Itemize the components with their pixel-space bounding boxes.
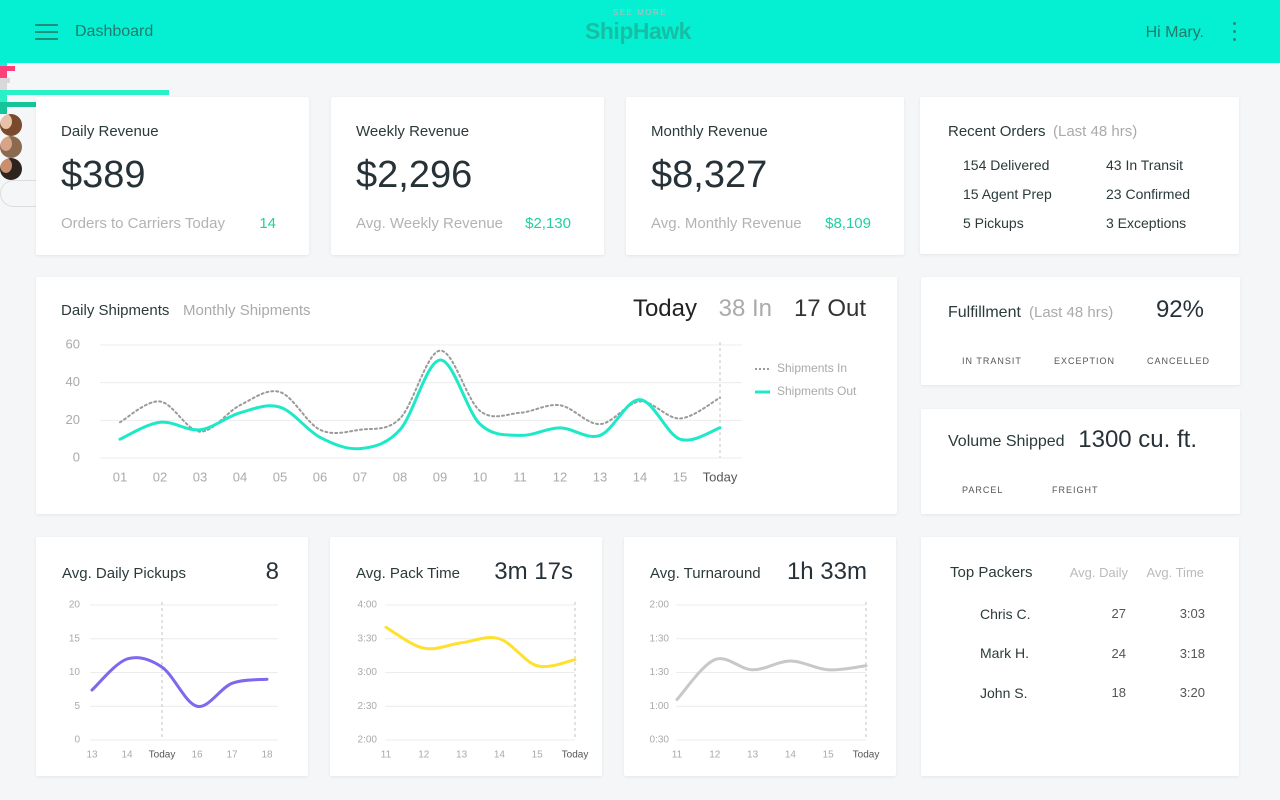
packer-time: 3:18	[1179, 645, 1205, 661]
more-dot	[1233, 30, 1236, 33]
revenue-sub-value: $2,130	[525, 215, 571, 232]
column-header: Avg. Daily	[1069, 565, 1128, 581]
volume-value: 1300 cu. ft.	[1078, 425, 1197, 453]
card-note: (Last 48 hrs)	[1053, 123, 1138, 140]
revenue-value: $2,296	[356, 154, 473, 197]
avatar-face	[0, 158, 12, 173]
chart-headline: 1h 33m	[786, 557, 867, 585]
avatar-face	[0, 136, 12, 151]
status-label: 15 Agent Prep	[963, 185, 1052, 202]
logo: ShipHawk	[585, 18, 691, 45]
avatar	[0, 136, 22, 158]
revenue-sub-value: $8,109	[825, 215, 871, 232]
page-title: Dashboard	[75, 23, 154, 41]
packer-name: Mark H.	[980, 645, 1029, 662]
status-label: 23 Confirmed	[1106, 185, 1191, 202]
button-label: SEE MORE	[612, 8, 668, 17]
card-title: Fulfillment	[948, 304, 1021, 322]
status-label: 154 Delivered	[963, 156, 1050, 173]
card-title: Monthly Revenue	[651, 123, 768, 140]
legend-swatch	[0, 71, 7, 78]
status-label: 5 Pickups	[963, 214, 1024, 231]
revenue-sub-label: Orders to Carriers Today	[61, 215, 225, 232]
card-title: Daily Revenue	[61, 123, 159, 140]
menu-button[interactable]	[35, 23, 59, 41]
legend-label: EXCEPTION	[1054, 355, 1116, 366]
card-title: Volume Shipped	[948, 433, 1065, 451]
bar-segment	[0, 78, 11, 83]
column-header: Avg. Time	[1146, 565, 1204, 581]
chart-tab-active: Daily Shipments	[61, 302, 170, 319]
card	[921, 537, 1239, 776]
card	[921, 409, 1240, 514]
greeting: Hi Mary.	[1145, 24, 1204, 42]
card	[921, 277, 1240, 385]
card	[36, 97, 309, 255]
revenue-sub-label: Avg. Monthly Revenue	[651, 215, 802, 232]
chart-headline: 8	[265, 557, 279, 585]
revenue-value: $389	[61, 154, 146, 197]
legend-swatch	[0, 95, 7, 102]
card-title: Weekly Revenue	[356, 123, 470, 140]
packer-name: Chris C.	[980, 605, 1031, 622]
revenue-value: $8,327	[651, 154, 768, 197]
revenue-sub-label: Avg. Weekly Revenue	[356, 215, 504, 232]
revenue-sub-value: 14	[259, 215, 276, 232]
menu-icon-line	[35, 38, 58, 40]
avatar	[0, 158, 22, 180]
summary-value: Today	[632, 294, 697, 322]
legend-label: FREIGHT	[1052, 484, 1099, 495]
more-button[interactable]	[1232, 22, 1238, 44]
chart-title: Avg. Daily Pickups	[62, 565, 186, 582]
chart-title: Avg. Turnaround	[650, 565, 761, 582]
fulfillment-value: 92%	[1155, 295, 1204, 323]
chart-tab[interactable]: Monthly Shipments	[183, 302, 311, 319]
avatar-face	[0, 114, 12, 129]
card	[920, 97, 1239, 254]
card	[626, 97, 904, 255]
chart-title: Avg. Pack Time	[356, 565, 460, 582]
packer-daily: 24	[1111, 645, 1126, 661]
menu-icon-line	[35, 31, 58, 33]
packer-time: 3:03	[1179, 606, 1205, 622]
packer-daily: 18	[1111, 685, 1126, 701]
menu-icon-line	[35, 24, 58, 26]
chart-headline: 3m 17s	[494, 557, 573, 585]
legend-label: IN TRANSIT	[962, 355, 1022, 366]
legend-label: PARCEL	[962, 484, 1004, 495]
avatar	[0, 114, 22, 136]
packer-time: 3:20	[1179, 685, 1205, 701]
more-dot	[1233, 22, 1236, 25]
card-title: Recent Orders	[948, 123, 1046, 140]
top-bar	[0, 0, 1280, 63]
card	[624, 537, 896, 776]
packer-name: John S.	[980, 684, 1028, 701]
status-label: 3 Exceptions	[1106, 214, 1187, 231]
packer-daily: 27	[1111, 606, 1126, 622]
legend-swatch	[0, 83, 7, 90]
legend-swatch	[0, 107, 7, 114]
card	[331, 97, 604, 255]
card-note: (Last 48 hrs)	[1029, 304, 1114, 321]
card-title: Top Packers	[950, 564, 1033, 581]
bar-segment	[0, 90, 169, 95]
legend-label: CANCELLED	[1147, 355, 1211, 366]
summary-value: 38 In	[718, 294, 772, 322]
summary-value: 17 Out	[793, 294, 866, 322]
status-label: 43 In Transit	[1106, 156, 1184, 173]
more-dot	[1233, 38, 1236, 41]
bar-segment	[0, 66, 16, 71]
